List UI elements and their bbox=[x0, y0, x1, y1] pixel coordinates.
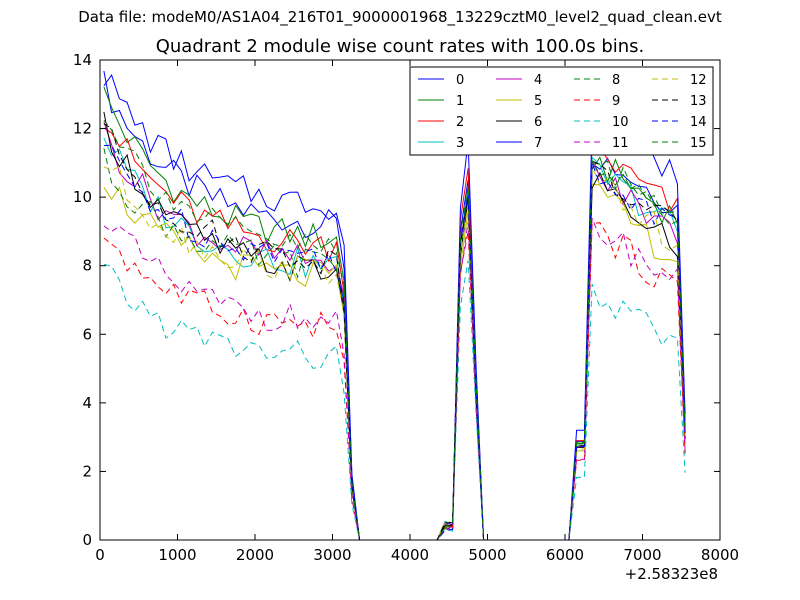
series-line-9 bbox=[103, 222, 686, 541]
legend-label-4: 4 bbox=[534, 73, 542, 88]
y-tick-label: 6 bbox=[82, 325, 92, 343]
legend-label-5: 5 bbox=[534, 94, 542, 109]
y-tick-label: 12 bbox=[73, 120, 92, 138]
x-tick-label: 3000 bbox=[313, 546, 351, 564]
legend-label-13: 13 bbox=[690, 94, 707, 109]
x-tick-label: 4000 bbox=[391, 546, 429, 564]
y-tick-label: 8 bbox=[82, 257, 92, 275]
legend-label-7: 7 bbox=[534, 136, 542, 151]
chart-title: Quadrant 2 module wise count rates with … bbox=[155, 36, 645, 57]
series-line-6 bbox=[103, 111, 686, 541]
x-tick-label: 8000 bbox=[701, 546, 739, 564]
y-tick-label: 14 bbox=[73, 51, 92, 69]
series-line-5 bbox=[103, 183, 686, 541]
legend-label-12: 12 bbox=[690, 73, 707, 88]
legend-label-6: 6 bbox=[534, 115, 542, 130]
legend-label-15: 15 bbox=[690, 136, 707, 151]
legend-label-0: 0 bbox=[456, 73, 464, 88]
x-tick-label: 6000 bbox=[546, 546, 584, 564]
legend-label-3: 3 bbox=[456, 136, 464, 151]
suptitle: Data file: modeM0/AS1A04_216T01_90000019… bbox=[78, 8, 722, 26]
x-tick-label: 2000 bbox=[236, 546, 274, 564]
x-offset-label: +2.58323e8 bbox=[625, 565, 718, 583]
legend-label-2: 2 bbox=[456, 115, 464, 130]
legend-label-1: 1 bbox=[456, 94, 464, 109]
x-tick-label: 1000 bbox=[158, 546, 196, 564]
legend-label-11: 11 bbox=[612, 136, 629, 151]
series-line-8 bbox=[103, 148, 686, 541]
y-tick-label: 4 bbox=[82, 394, 92, 412]
series-line-11 bbox=[103, 217, 686, 541]
series-line-10 bbox=[103, 260, 686, 541]
series-line-15 bbox=[103, 119, 686, 541]
legend-label-10: 10 bbox=[612, 115, 629, 130]
legend-label-14: 14 bbox=[690, 115, 707, 130]
legend-label-8: 8 bbox=[612, 73, 620, 88]
series-line-13 bbox=[103, 123, 686, 541]
legend-box bbox=[409, 66, 714, 156]
x-tick-label: 0 bbox=[95, 546, 105, 564]
x-tick-label: 5000 bbox=[468, 546, 506, 564]
y-tick-label: 0 bbox=[82, 531, 92, 549]
legend-label-9: 9 bbox=[612, 94, 620, 109]
y-tick-label: 2 bbox=[82, 462, 92, 480]
x-tick-label: 7000 bbox=[623, 546, 661, 564]
y-tick-label: 10 bbox=[73, 188, 92, 206]
